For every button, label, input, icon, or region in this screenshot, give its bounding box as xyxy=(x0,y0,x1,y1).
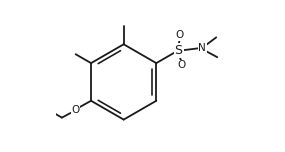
Text: O: O xyxy=(72,105,80,115)
Text: N: N xyxy=(198,43,206,53)
Text: O: O xyxy=(178,60,186,70)
Text: S: S xyxy=(175,44,183,57)
Text: O: O xyxy=(176,30,184,40)
